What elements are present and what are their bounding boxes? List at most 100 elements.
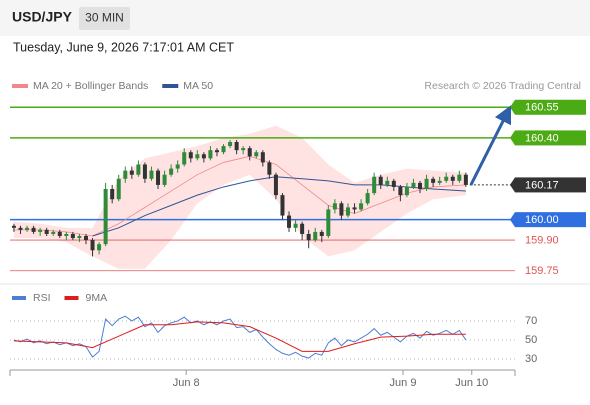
- level-label-pointer: [510, 177, 515, 193]
- level-label: 159.75: [525, 265, 559, 277]
- candle-body: [169, 168, 174, 175]
- level-label: 160.40: [525, 132, 559, 144]
- candle-body: [116, 178, 121, 200]
- candle-body: [156, 170, 161, 185]
- level-label: 160.55: [525, 102, 559, 114]
- candle-body: [195, 154, 200, 159]
- candle-body: [175, 164, 180, 169]
- candle-body: [90, 240, 95, 251]
- candle-body: [418, 182, 423, 189]
- candle-body: [287, 215, 292, 228]
- candle-body: [123, 170, 128, 179]
- candle-body: [103, 189, 108, 245]
- candle-body: [319, 231, 324, 236]
- candle-body: [365, 193, 370, 204]
- candle-body: [391, 180, 396, 187]
- candle-body: [51, 231, 56, 234]
- candle-body: [463, 174, 468, 185]
- candle-body: [57, 231, 62, 236]
- symbol: USD/JPY: [12, 9, 73, 25]
- candle-body: [273, 174, 278, 196]
- timestamp: Tuesday, June 9, 2026 7:17:01 AM CET: [13, 40, 234, 54]
- candle-body: [404, 186, 409, 196]
- candle-body: [162, 174, 167, 185]
- candle-body: [83, 236, 88, 241]
- candle-body: [332, 203, 337, 210]
- candle-body: [25, 227, 30, 230]
- candle-body: [280, 195, 285, 216]
- candle-body: [182, 152, 187, 165]
- x-tick-label: Jun 8: [173, 377, 200, 389]
- candle-body: [38, 229, 43, 232]
- x-tick-label: Jun 10: [455, 377, 488, 389]
- candle-body: [293, 223, 298, 228]
- candle-body: [398, 186, 403, 196]
- candle-body: [208, 150, 213, 159]
- candle-body: [385, 180, 390, 185]
- candle-body: [77, 236, 82, 239]
- rsi-line: [13, 315, 467, 359]
- candle-body: [437, 180, 442, 183]
- candle-body: [188, 152, 193, 159]
- rsi-tick-label: 50: [525, 334, 537, 346]
- candle-body: [129, 170, 134, 175]
- candle-body: [457, 174, 462, 181]
- candle-body: [214, 150, 219, 153]
- candle-body: [450, 176, 455, 181]
- candle-body: [142, 164, 147, 179]
- candle-body: [326, 209, 331, 236]
- legend-label: MA 20 + Bollinger Bands: [33, 80, 148, 92]
- candle-body: [300, 223, 305, 234]
- candle-body: [70, 233, 75, 239]
- candle-body: [97, 244, 102, 251]
- candle-body: [411, 182, 416, 187]
- candle-body: [444, 176, 449, 181]
- level-label: 160.17: [525, 179, 559, 191]
- candle-body: [260, 152, 265, 163]
- candle-body: [18, 227, 23, 230]
- candle-body: [372, 176, 377, 194]
- level-label-pointer: [510, 212, 515, 228]
- level-label-pointer: [510, 99, 515, 115]
- candle-body: [44, 229, 49, 234]
- candle-body: [64, 233, 69, 236]
- candle-body: [352, 207, 357, 210]
- level-label: 159.90: [525, 234, 559, 246]
- candle-body: [378, 176, 383, 185]
- ma-line: [13, 155, 466, 237]
- level-label-box: [515, 212, 586, 228]
- candle-body: [424, 178, 429, 189]
- credit: Research © 2026 Trading Central: [424, 80, 581, 92]
- level-label-box: [515, 130, 586, 146]
- rsi-tick-label: 30: [525, 353, 537, 365]
- level-label-box: [515, 99, 586, 115]
- interval-box[interactable]: [79, 7, 130, 30]
- bollinger-band: [13, 125, 466, 269]
- candle-body: [359, 203, 364, 210]
- candle-body: [339, 203, 344, 216]
- legend-label: 9MA: [86, 292, 108, 304]
- candle-body: [201, 154, 206, 159]
- candle-body: [267, 162, 272, 175]
- candle-body: [149, 170, 154, 179]
- candle-body: [254, 152, 259, 157]
- candle-body: [110, 189, 115, 200]
- candle-body: [345, 207, 350, 216]
- x-tick-label: Jun 9: [390, 377, 417, 389]
- candle-body: [431, 178, 436, 183]
- rsi-ma-line: [13, 321, 466, 352]
- candle-body: [234, 142, 239, 151]
- interval[interactable]: 30 MIN: [85, 11, 124, 25]
- candle-body: [241, 148, 246, 151]
- level-label-box: [515, 177, 586, 193]
- candle-body: [11, 225, 16, 228]
- level-label-pointer: [510, 130, 515, 146]
- candle-body: [247, 148, 252, 157]
- candle-body: [136, 164, 141, 175]
- candle-body: [31, 227, 36, 232]
- candle-body: [221, 146, 226, 153]
- candle-body: [313, 231, 318, 241]
- rsi-tick-label: 70: [525, 315, 537, 327]
- forecast-arrow: [469, 105, 512, 186]
